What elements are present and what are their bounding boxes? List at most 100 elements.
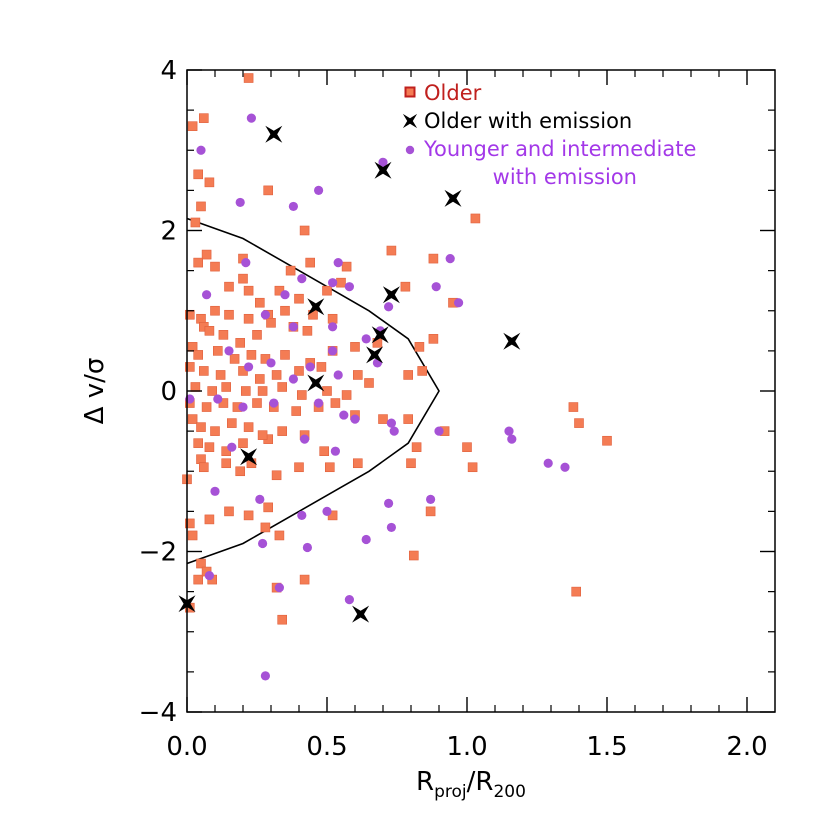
data-point-circle: [280, 290, 290, 300]
data-point-square: [378, 414, 388, 424]
data-point-circle: [560, 462, 570, 472]
data-point-square: [330, 398, 341, 408]
y-axis-title: Δ v/σ: [80, 358, 110, 425]
data-point-circle: [202, 290, 212, 300]
data-point-square: [414, 342, 425, 352]
data-point-circle: [241, 258, 251, 268]
data-point-square: [218, 330, 229, 340]
data-point-circle: [322, 506, 332, 516]
x-tick-label: 0.0: [166, 732, 207, 762]
data-point-square: [574, 418, 584, 428]
data-point-circle: [543, 458, 553, 468]
data-point-circle: [288, 322, 298, 332]
data-point-circle: [224, 346, 234, 356]
data-point-square: [187, 530, 198, 541]
data-point-square: [602, 435, 612, 446]
data-point-square: [277, 382, 288, 392]
data-point-square: [280, 350, 290, 360]
data-point-square: [255, 374, 265, 384]
data-point-square: [255, 297, 265, 308]
data-point-square: [386, 245, 397, 256]
data-point-square: [196, 454, 206, 465]
data-point-square: [408, 550, 419, 561]
data-point-circle: [235, 197, 245, 208]
data-point-square: [196, 201, 206, 212]
data-point-square: [196, 313, 206, 324]
data-point-square: [199, 113, 209, 123]
data-point-star4: [265, 125, 283, 143]
data-point-square: [210, 305, 220, 316]
x-tick-label: 1.5: [586, 732, 627, 762]
y-tick-label: 4: [160, 56, 177, 86]
data-point-square: [210, 426, 220, 436]
legend-marker-star: [402, 113, 418, 129]
data-point-square: [243, 510, 254, 521]
data-point-circle: [350, 414, 360, 424]
data-point-square: [294, 462, 304, 473]
data-point-circle: [389, 426, 399, 436]
data-point-square: [263, 502, 274, 513]
data-point-square: [201, 402, 212, 412]
data-point-square: [364, 378, 374, 388]
data-point-star4: [444, 189, 462, 207]
data-point-circle: [330, 446, 340, 456]
data-point-square: [185, 518, 195, 529]
data-point-circle: [431, 282, 441, 292]
data-point-square: [224, 506, 234, 517]
data-point-square: [302, 326, 313, 336]
data-point-circle: [305, 362, 315, 372]
data-point-square: [190, 217, 201, 228]
data-point-square: [193, 438, 203, 448]
data-point-square: [235, 466, 245, 477]
data-point-square: [204, 177, 215, 188]
data-point-square: [327, 313, 338, 324]
data-point-star4: [366, 346, 384, 364]
data-point-square: [196, 558, 206, 569]
data-point-square: [241, 386, 251, 396]
data-point-circle: [258, 538, 268, 549]
axes: [186, 69, 776, 713]
data-point-square: [213, 346, 223, 356]
data-point-circle: [300, 434, 310, 444]
data-point-square: [319, 446, 330, 456]
data-point-square: [271, 370, 282, 380]
data-point-square: [266, 317, 276, 328]
data-point-square: [403, 370, 414, 380]
data-point-star4: [352, 605, 370, 623]
data-point-circle: [426, 494, 436, 504]
data-point-square: [271, 470, 282, 481]
data-point-star4: [307, 298, 325, 316]
data-point-circle: [297, 274, 307, 284]
data-point-square: [193, 574, 203, 585]
data-point-circle: [238, 402, 248, 412]
y-tick-label: 0: [160, 377, 177, 407]
data-point-star4: [240, 448, 258, 466]
data-point-circle: [339, 410, 349, 420]
legend-label: Older: [424, 81, 482, 105]
data-point-square: [411, 442, 422, 452]
boundary-curve: [186, 217, 440, 565]
data-point-square: [462, 442, 472, 452]
data-point-circle: [333, 370, 343, 380]
data-point-square: [299, 225, 310, 236]
data-point-square: [229, 354, 240, 364]
legend-marker-square: [404, 86, 416, 98]
data-point-square: [224, 281, 234, 292]
data-point-square: [428, 253, 439, 264]
data-point-square: [204, 514, 215, 525]
data-point-circle: [255, 494, 265, 504]
data-point-square: [204, 442, 215, 452]
data-point-circle: [328, 346, 338, 356]
data-point-circle: [266, 358, 276, 368]
data-point-circle: [227, 442, 237, 452]
data-point-circle: [297, 510, 307, 520]
y-tick-label: −4: [139, 698, 177, 728]
data-point-circle: [504, 426, 514, 436]
data-point-star4: [374, 161, 392, 179]
data-point-circle: [244, 362, 254, 372]
data-point-square: [193, 169, 203, 180]
data-point-square: [246, 350, 257, 360]
data-point-square: [277, 426, 288, 436]
data-point-circle: [445, 253, 455, 264]
